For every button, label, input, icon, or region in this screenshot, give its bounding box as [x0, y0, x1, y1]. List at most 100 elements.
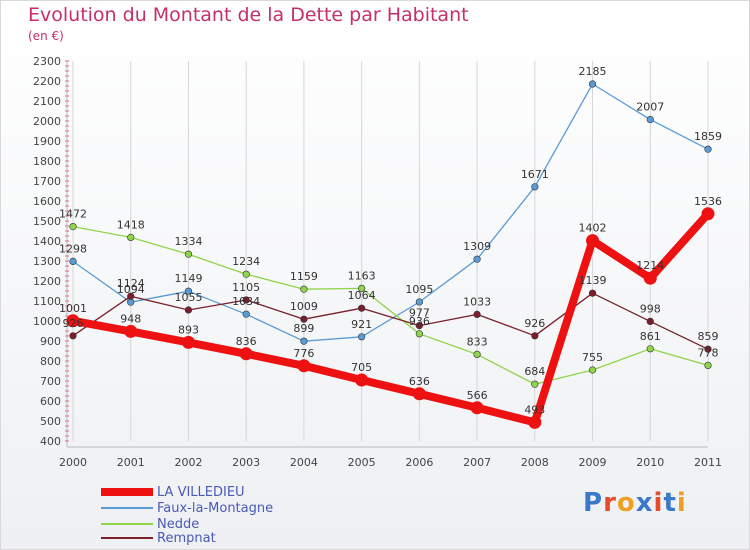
y-tick-label: 1300: [33, 255, 61, 268]
data-label: 1095: [405, 283, 433, 296]
y-tick-label: 800: [40, 355, 61, 368]
y-tick-label: 1800: [33, 155, 61, 168]
data-point: [646, 115, 654, 124]
data-point: [415, 298, 423, 306]
x-tick-label: 2009: [579, 456, 607, 469]
data-point: [300, 337, 308, 345]
data-label: 1472: [59, 208, 87, 221]
data-point: [127, 292, 135, 300]
data-point: [358, 304, 366, 312]
data-label: 1149: [174, 272, 202, 285]
data-label: 636: [409, 375, 430, 388]
data-point: [184, 287, 193, 295]
logo-letter: r: [603, 488, 617, 518]
y-tick-label: 1200: [33, 275, 61, 288]
data-point: [69, 223, 77, 231]
series-line: [72, 225, 709, 385]
data-point: [704, 345, 712, 353]
data-point: [358, 284, 366, 293]
data-point: [588, 366, 597, 374]
legend-label: Faux-la-Montagne: [157, 500, 274, 516]
data-point: [643, 271, 657, 285]
data-label: 778: [698, 346, 719, 359]
data-point: [415, 322, 423, 330]
x-tick-label: 2011: [694, 456, 722, 469]
data-point: [701, 207, 715, 221]
logo-letter: i: [676, 488, 687, 518]
legend-swatch: [101, 523, 153, 525]
data-label: 1671: [521, 168, 549, 181]
legend-item: Rempnat: [101, 531, 216, 546]
y-tick-label: 1700: [33, 175, 61, 188]
x-tick-label: 2005: [348, 456, 376, 469]
logo-letter: x: [635, 488, 654, 518]
data-point: [415, 330, 423, 338]
legend-label: LA VILLEDIEU: [157, 484, 245, 500]
data-point: [646, 317, 654, 326]
y-tick-label: 2100: [33, 95, 61, 108]
data-point: [181, 335, 195, 349]
y-tick-label: 1000: [33, 315, 61, 328]
data-label: 926: [524, 317, 545, 330]
series-line: [72, 83, 709, 342]
data-label: 1033: [463, 295, 491, 308]
y-tick-label: 2300: [33, 55, 61, 68]
data-point: [66, 314, 80, 328]
data-point: [69, 332, 77, 340]
y-tick-label: 1600: [33, 195, 61, 208]
x-tick-label: 2001: [117, 456, 145, 469]
legend-swatch: [101, 507, 153, 509]
series-line: [72, 211, 711, 427]
chart-title: Evolution du Montant de la Dette par Hab…: [28, 4, 469, 26]
data-label: 1105: [232, 281, 260, 294]
data-label: 1309: [463, 240, 491, 253]
data-label: 1234: [232, 255, 260, 268]
data-label: 833: [467, 335, 488, 348]
data-label: 1139: [579, 274, 607, 287]
data-label: 977: [409, 307, 430, 320]
legend-swatch: [101, 537, 153, 539]
data-point: [242, 270, 250, 278]
data-point: [297, 359, 311, 373]
y-tick-label: 2000: [33, 115, 61, 128]
data-label: 836: [236, 335, 257, 348]
y-tick-label: 1400: [33, 235, 61, 248]
y-tick-label: 1500: [33, 215, 61, 228]
data-label: 2185: [579, 65, 607, 78]
data-label: 893: [178, 323, 199, 336]
legend-item: Faux-la-Montagne: [101, 500, 274, 516]
data-label: 921: [351, 318, 372, 331]
data-point: [184, 250, 193, 258]
series-line: [72, 292, 709, 350]
data-point: [69, 257, 77, 266]
y-tick-label: 600: [40, 395, 61, 408]
data-label: 776: [293, 347, 314, 360]
data-label: 493: [524, 403, 545, 416]
data-label: 1418: [117, 218, 145, 231]
data-point: [412, 387, 426, 401]
data-label: 899: [293, 322, 314, 335]
x-tick-label: 2002: [174, 456, 202, 469]
x-tick-label: 2007: [463, 456, 491, 469]
data-point: [300, 315, 308, 323]
data-label: 1334: [174, 235, 202, 248]
chart-subtitle: (en €): [28, 29, 64, 43]
y-tick-label: 1100: [33, 295, 61, 308]
logo-letter: o: [616, 488, 636, 518]
data-point: [470, 401, 484, 415]
y-tick-label: 2200: [33, 75, 61, 88]
data-point: [239, 347, 253, 361]
data-point: [531, 332, 539, 340]
data-point: [242, 296, 250, 304]
data-point: [531, 183, 539, 191]
x-tick-label: 2003: [232, 456, 260, 469]
data-label: 1214: [636, 259, 664, 272]
data-label: 1163: [348, 269, 376, 282]
data-label: 684: [524, 365, 545, 378]
data-label: 705: [351, 361, 372, 374]
logo-letter: t: [663, 488, 677, 518]
legend-item: LA VILLEDIEU: [101, 484, 245, 500]
data-label: 1402: [579, 222, 607, 235]
